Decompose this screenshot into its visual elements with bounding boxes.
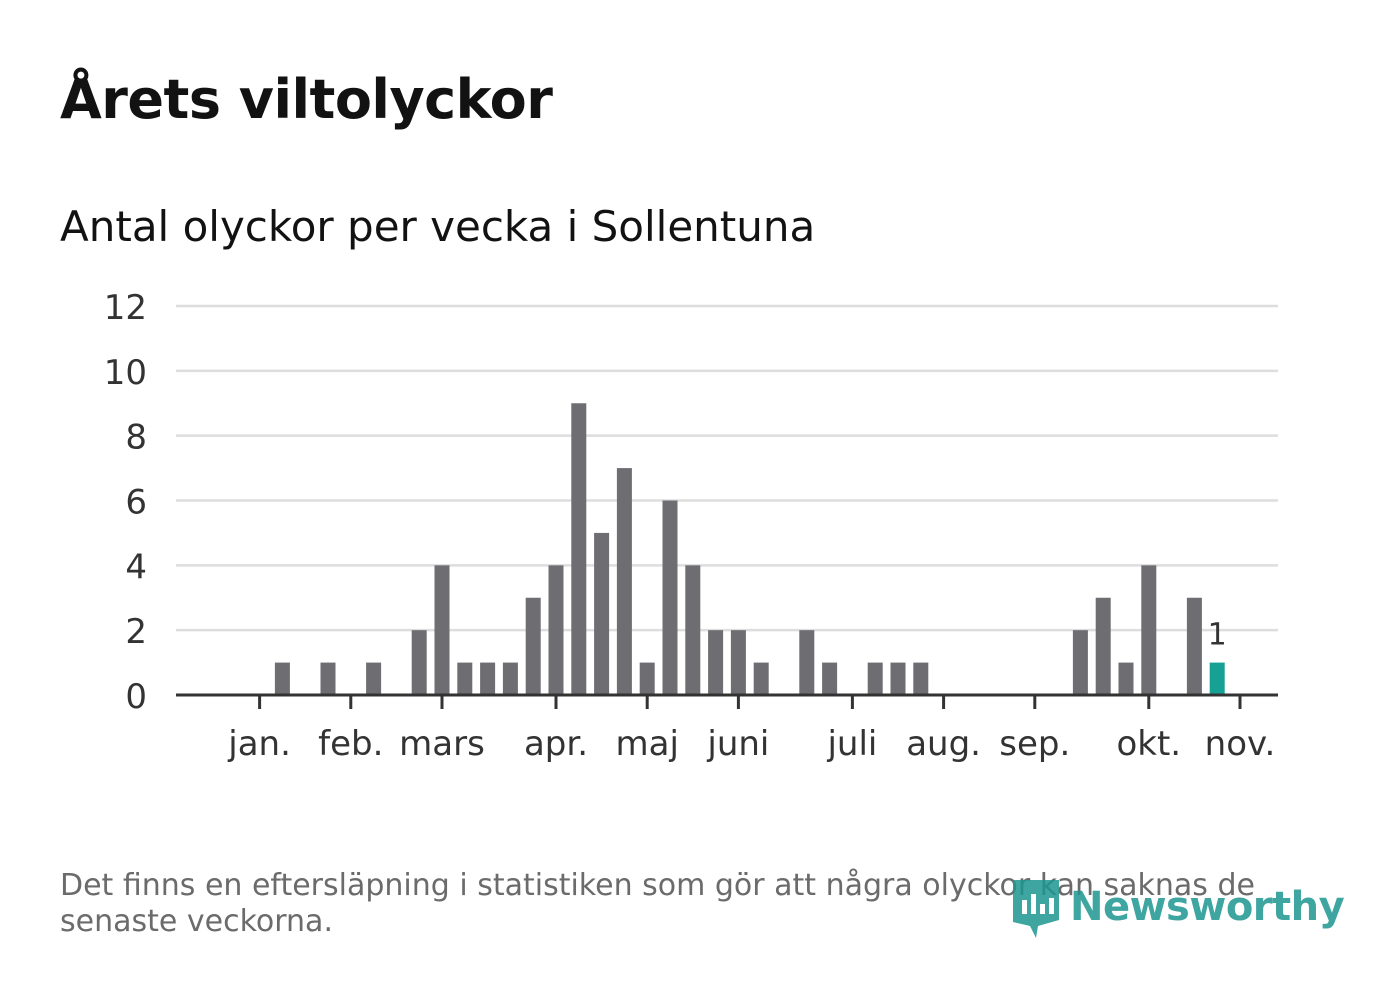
highlight-value-label: 1 [1208,618,1227,653]
bar [685,565,701,695]
x-tick-label: feb. [318,724,383,764]
x-tick-label: aug. [906,724,981,764]
bar [366,662,382,695]
bar [616,468,632,695]
y-tick-label: 4 [125,547,147,587]
y-tick-label: 6 [125,483,147,523]
bar [753,662,769,695]
x-tick-label: mars [399,724,485,764]
x-tick-label: jan. [227,724,291,764]
chart-subtitle: Antal olyckor per vecka i Sollentuna [60,202,816,251]
bar [274,662,290,695]
bar [548,565,564,695]
highlight-bar [1209,662,1225,695]
bar [890,662,906,695]
newsworthy-logo: Newsworthy [1010,876,1345,938]
bar [1118,662,1134,695]
x-tick-label: nov. [1205,724,1276,764]
bar [822,662,838,695]
x-tick-label: apr. [524,724,588,764]
x-tick-label: okt. [1116,724,1181,764]
bar [708,630,724,695]
bar [571,403,587,695]
bar [639,662,655,695]
bar [1186,597,1202,695]
y-tick-label: 12 [104,288,147,328]
x-tick-label: sep. [999,724,1070,764]
bar [411,630,427,695]
bar [913,662,929,695]
bar [434,565,450,695]
bar [320,662,336,695]
y-tick-label: 8 [125,418,147,458]
bar [867,662,883,695]
bar [730,630,746,695]
bar [480,662,496,695]
bar [662,500,678,695]
newsworthy-logo-icon [1013,880,1059,938]
bar [525,597,541,695]
y-tick-label: 2 [125,612,147,652]
bar [1141,565,1157,695]
bar [457,662,473,695]
bar [799,630,815,695]
x-tick-label: maj [615,724,678,764]
chart-title: Årets viltolyckor [60,68,553,131]
x-tick-label: juni [706,724,769,764]
newsworthy-logo-text: Newsworthy [1070,884,1345,930]
bar [502,662,518,695]
bar [1072,630,1088,695]
x-tick-label: juli [826,724,877,764]
bar [1095,597,1111,695]
y-tick-label: 10 [104,353,147,393]
y-tick-label: 0 [125,677,147,717]
bar [594,532,610,695]
